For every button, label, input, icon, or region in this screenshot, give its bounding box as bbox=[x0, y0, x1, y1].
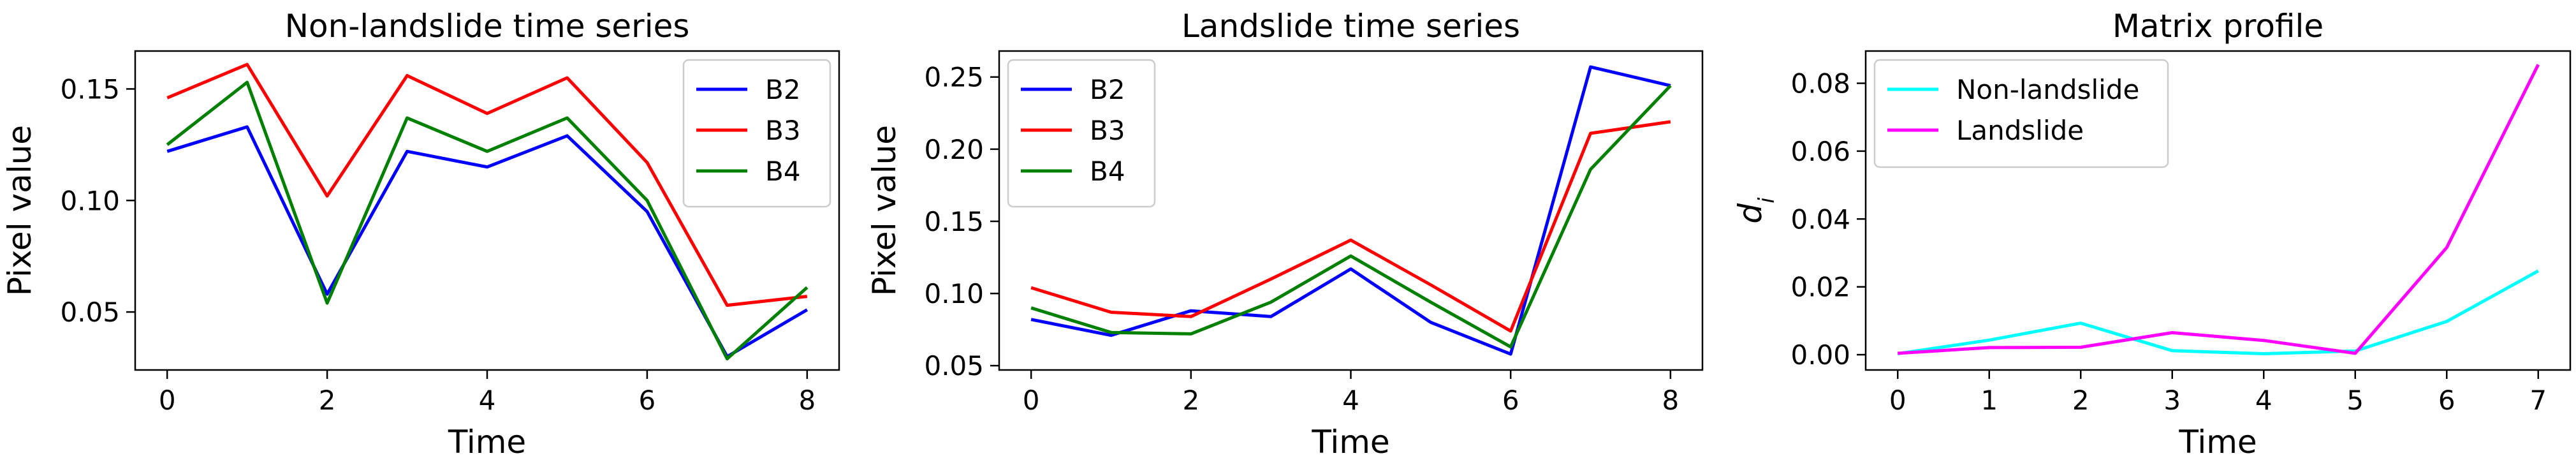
plot-frame bbox=[1864, 50, 2572, 371]
chart-title: Matrix profile bbox=[2112, 8, 2324, 45]
x-axis-label: Time bbox=[1311, 424, 1389, 458]
x-axis-label: Time bbox=[448, 424, 526, 458]
legend-label: B3 bbox=[1090, 115, 1125, 146]
y-tick-label: 0.25 bbox=[924, 62, 984, 93]
x-tick-label: 0 bbox=[1023, 385, 1040, 416]
legend-box bbox=[1007, 59, 1156, 208]
legend-label: Non-landslide bbox=[1956, 74, 2139, 105]
x-tick-label: 6 bbox=[2438, 385, 2455, 416]
series-line-b3 bbox=[1030, 120, 1671, 333]
y-tick-label: 0.06 bbox=[1790, 136, 1850, 167]
series-line-landslide bbox=[1898, 64, 2540, 355]
y-tick-label: 0.10 bbox=[924, 278, 984, 309]
x-tick-label: 3 bbox=[2163, 385, 2181, 416]
y-tick-label: 0.05 bbox=[60, 297, 120, 328]
y-tick-label: 0.02 bbox=[1790, 272, 1850, 303]
y-tick-label: 0.08 bbox=[1790, 68, 1850, 100]
series-line-b2 bbox=[1030, 65, 1671, 356]
y-axis-label: di bbox=[1732, 197, 1780, 224]
x-tick-label: 6 bbox=[639, 385, 656, 416]
legend-box bbox=[682, 59, 831, 208]
legend-label: B2 bbox=[765, 74, 801, 105]
x-tick-label: 4 bbox=[2255, 385, 2272, 416]
x-tick-label: 6 bbox=[1502, 385, 1519, 416]
x-tick-label: 4 bbox=[1342, 385, 1359, 416]
x-tick-label: 0 bbox=[1889, 385, 1906, 416]
y-axis-label-main: d bbox=[1732, 203, 1769, 224]
x-tick-label: 4 bbox=[479, 385, 496, 416]
y-tick-label: 0.15 bbox=[60, 73, 120, 105]
chart-title: Landslide time series bbox=[1182, 8, 1520, 45]
y-tick-label: 0.15 bbox=[924, 206, 984, 237]
legend-box bbox=[1873, 59, 2169, 168]
x-tick-label: 0 bbox=[159, 385, 176, 416]
series-line-b4 bbox=[1030, 84, 1672, 349]
x-tick-label: 8 bbox=[1662, 385, 1679, 416]
series-line-b4 bbox=[166, 80, 809, 360]
x-tick-label: 2 bbox=[2072, 385, 2089, 416]
x-tick-label: 8 bbox=[798, 385, 816, 416]
chart-title: Non-landslide time series bbox=[285, 8, 690, 45]
x-tick-label: 1 bbox=[1980, 385, 1998, 416]
chart-panel-1: Non-landslide time series 0 2 4 6 8 0.05 0.10 0.… bbox=[1, 8, 840, 458]
series-line-non-landslide bbox=[1897, 269, 2540, 355]
y-tick-label: 0.04 bbox=[1790, 203, 1850, 235]
chart-panel-2: Landslide time series 0 2 4 6 8 0.05 0.10 0.15 0.… bbox=[866, 8, 1704, 458]
legend: B2 B3 B4 bbox=[1007, 59, 1156, 208]
x-axis-label: Time bbox=[2178, 424, 2257, 458]
x-tick-label: 2 bbox=[1182, 385, 1199, 416]
legend-label: B2 bbox=[1090, 74, 1125, 105]
legend-label: B4 bbox=[765, 156, 801, 187]
x-tick-label: 5 bbox=[2346, 385, 2364, 416]
y-tick-label: 0.05 bbox=[924, 350, 984, 381]
series-line-b3 bbox=[166, 63, 808, 307]
legend-label: B4 bbox=[1090, 156, 1125, 187]
x-tick-label: 7 bbox=[2529, 385, 2547, 416]
legend-label: B3 bbox=[765, 115, 801, 146]
chart-panel-3: Matrix profile 0 1 2 3 4 5 6 7 0.00 0.02 0.04 0.06 0.… bbox=[1732, 8, 2572, 458]
y-axis-label: Pixel value bbox=[866, 125, 903, 296]
y-axis-label-subscript: i bbox=[1754, 197, 1780, 203]
x-tick-label: 2 bbox=[319, 385, 336, 416]
y-tick-label: 0.10 bbox=[60, 185, 120, 216]
y-tick-label: 0.20 bbox=[924, 134, 984, 165]
y-axis-label: Pixel value bbox=[1, 125, 38, 296]
plot-frame bbox=[134, 50, 840, 371]
plot-frame bbox=[998, 50, 1704, 371]
legend: B2 B3 B4 bbox=[682, 59, 831, 208]
legend: Non-landslide Landslide bbox=[1873, 59, 2169, 168]
y-tick-label: 0.00 bbox=[1790, 339, 1850, 371]
legend-label: Landslide bbox=[1956, 115, 2084, 146]
